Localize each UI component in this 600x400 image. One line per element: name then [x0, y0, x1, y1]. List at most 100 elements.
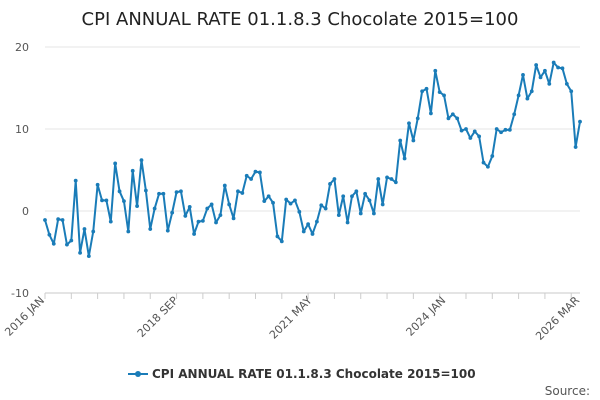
data-point[interactable]	[78, 250, 82, 255]
data-point[interactable]	[135, 204, 139, 208]
data-point[interactable]	[43, 218, 47, 222]
data-point[interactable]	[240, 191, 245, 195]
data-point[interactable]	[179, 189, 183, 194]
data-point[interactable]	[573, 145, 578, 149]
data-point[interactable]	[170, 210, 175, 215]
data-point[interactable]	[218, 213, 223, 218]
data-point[interactable]	[205, 206, 210, 211]
data-point[interactable]	[442, 93, 446, 98]
data-point[interactable]	[446, 116, 451, 121]
data-point[interactable]	[117, 189, 122, 194]
data-point[interactable]	[534, 63, 539, 67]
data-point[interactable]	[402, 156, 407, 161]
data-point[interactable]	[82, 227, 87, 231]
data-point[interactable]	[157, 191, 161, 196]
data-point[interactable]	[86, 254, 91, 258]
data-point[interactable]	[73, 178, 78, 183]
data-point[interactable]	[161, 191, 166, 196]
data-point[interactable]	[525, 96, 530, 101]
data-point[interactable]	[108, 219, 113, 224]
data-point[interactable]	[385, 175, 389, 180]
data-point[interactable]	[516, 93, 521, 98]
data-point[interactable]	[398, 138, 403, 143]
data-point[interactable]	[564, 82, 569, 86]
data-point[interactable]	[319, 203, 324, 208]
data-point[interactable]	[139, 158, 144, 163]
data-point[interactable]	[437, 90, 442, 94]
data-point[interactable]	[257, 170, 262, 175]
legend[interactable]: CPI ANNUAL RATE 01.1.8.3 Chocolate 2015=…	[128, 367, 476, 381]
data-point[interactable]	[529, 89, 534, 94]
data-point[interactable]	[551, 60, 556, 65]
data-point[interactable]	[65, 242, 69, 247]
data-point[interactable]	[380, 202, 385, 207]
data-point[interactable]	[464, 127, 468, 131]
data-point[interactable]	[253, 169, 258, 174]
data-point[interactable]	[306, 222, 311, 227]
data-point[interactable]	[196, 219, 201, 224]
data-point[interactable]	[367, 198, 372, 203]
data-point[interactable]	[275, 234, 280, 239]
data-point[interactable]	[433, 68, 438, 73]
data-point[interactable]	[104, 198, 109, 203]
data-point[interactable]	[407, 121, 411, 126]
data-point[interactable]	[284, 197, 289, 202]
data-point[interactable]	[279, 239, 284, 244]
data-point[interactable]	[376, 177, 381, 181]
data-point[interactable]	[560, 66, 565, 71]
data-point[interactable]	[411, 138, 416, 143]
data-point[interactable]	[244, 173, 249, 178]
data-point[interactable]	[113, 161, 118, 166]
data-point[interactable]	[301, 229, 306, 234]
data-point[interactable]	[51, 241, 56, 246]
data-point[interactable]	[477, 134, 482, 139]
data-point[interactable]	[481, 160, 486, 165]
data-point[interactable]	[227, 202, 232, 207]
data-point[interactable]	[91, 229, 96, 234]
data-point[interactable]	[455, 116, 460, 121]
data-point[interactable]	[310, 232, 315, 236]
data-point[interactable]	[222, 183, 227, 188]
data-point[interactable]	[328, 182, 332, 186]
data-point[interactable]	[490, 154, 495, 158]
data-point[interactable]	[249, 177, 254, 181]
data-point[interactable]	[393, 180, 398, 185]
data-point[interactable]	[231, 216, 236, 221]
data-point[interactable]	[47, 232, 52, 237]
data-point[interactable]	[271, 200, 275, 205]
data-point[interactable]	[165, 228, 170, 233]
data-point[interactable]	[354, 189, 359, 194]
data-point[interactable]	[363, 191, 368, 196]
data-point[interactable]	[152, 206, 157, 211]
data-point[interactable]	[332, 177, 337, 181]
data-point[interactable]	[350, 194, 354, 199]
data-point[interactable]	[420, 89, 425, 94]
data-point[interactable]	[148, 227, 153, 231]
data-point[interactable]	[297, 209, 302, 214]
data-point[interactable]	[214, 220, 218, 225]
data-point[interactable]	[100, 198, 104, 203]
data-point[interactable]	[293, 198, 297, 203]
data-point[interactable]	[371, 211, 376, 216]
data-point[interactable]	[236, 189, 240, 194]
data-point[interactable]	[547, 82, 552, 86]
data-point[interactable]	[56, 217, 61, 222]
data-point[interactable]	[266, 194, 271, 199]
data-point[interactable]	[507, 127, 512, 132]
data-point[interactable]	[345, 220, 350, 225]
data-point[interactable]	[503, 127, 508, 132]
data-point[interactable]	[183, 214, 188, 218]
data-point[interactable]	[130, 168, 135, 173]
data-point[interactable]	[69, 238, 74, 243]
data-point[interactable]	[494, 127, 499, 131]
data-point[interactable]	[192, 232, 196, 236]
data-point[interactable]	[389, 177, 394, 181]
data-point[interactable]	[126, 229, 131, 234]
data-point[interactable]	[543, 68, 547, 73]
data-point[interactable]	[174, 190, 179, 195]
data-point[interactable]	[578, 119, 582, 124]
data-point[interactable]	[472, 129, 477, 134]
data-point[interactable]	[468, 136, 473, 140]
data-point[interactable]	[209, 202, 214, 207]
data-point[interactable]	[512, 112, 517, 117]
